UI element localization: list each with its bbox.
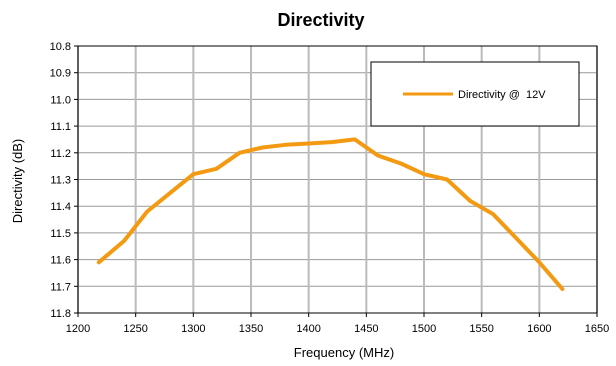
x-tick-label: 1650: [585, 323, 609, 335]
y-tick-label: 11.2: [50, 148, 71, 160]
x-tick-label: 1400: [296, 323, 320, 335]
x-tick-label: 1500: [412, 323, 436, 335]
y-tick-label: 11.0: [50, 94, 71, 106]
x-tick-label: 1250: [123, 323, 147, 335]
y-tick-label: 11.5: [50, 228, 71, 240]
y-axis-label: Directivity (dB): [10, 139, 25, 224]
x-tick-label: 1450: [354, 323, 378, 335]
x-tick-label: 1300: [181, 323, 205, 335]
x-tick-label: 1350: [239, 323, 263, 335]
series-line: [96, 137, 565, 291]
tick-labels: 10.8 10.9 11.0 11.1 11.2 11.3 11.4 11.5 11.6 11.7…: [50, 41, 610, 335]
legend: Directivity @ 12V: [370, 61, 580, 127]
y-tick-label: 11.6: [50, 255, 71, 267]
y-tick-label: 11.4: [50, 201, 71, 213]
y-tick-label: 11.8: [50, 308, 71, 320]
legend-label: Directivity @ 12V: [458, 89, 546, 101]
x-tick-label: 1200: [66, 323, 90, 335]
y-tick-label: 11.3: [50, 175, 71, 187]
series-layer: [96, 137, 565, 291]
y-tick-label: 11.1: [50, 121, 71, 133]
chart-title: Directivity: [277, 10, 364, 30]
y-tick-label: 10.8: [50, 41, 71, 53]
x-tick-label: 1600: [527, 323, 551, 335]
x-axis-label: Frequency (MHz): [294, 345, 394, 360]
y-tick-label: 10.9: [50, 68, 71, 80]
y-tick-label: 11.7: [50, 281, 71, 293]
x-tick-label: 1550: [469, 323, 493, 335]
